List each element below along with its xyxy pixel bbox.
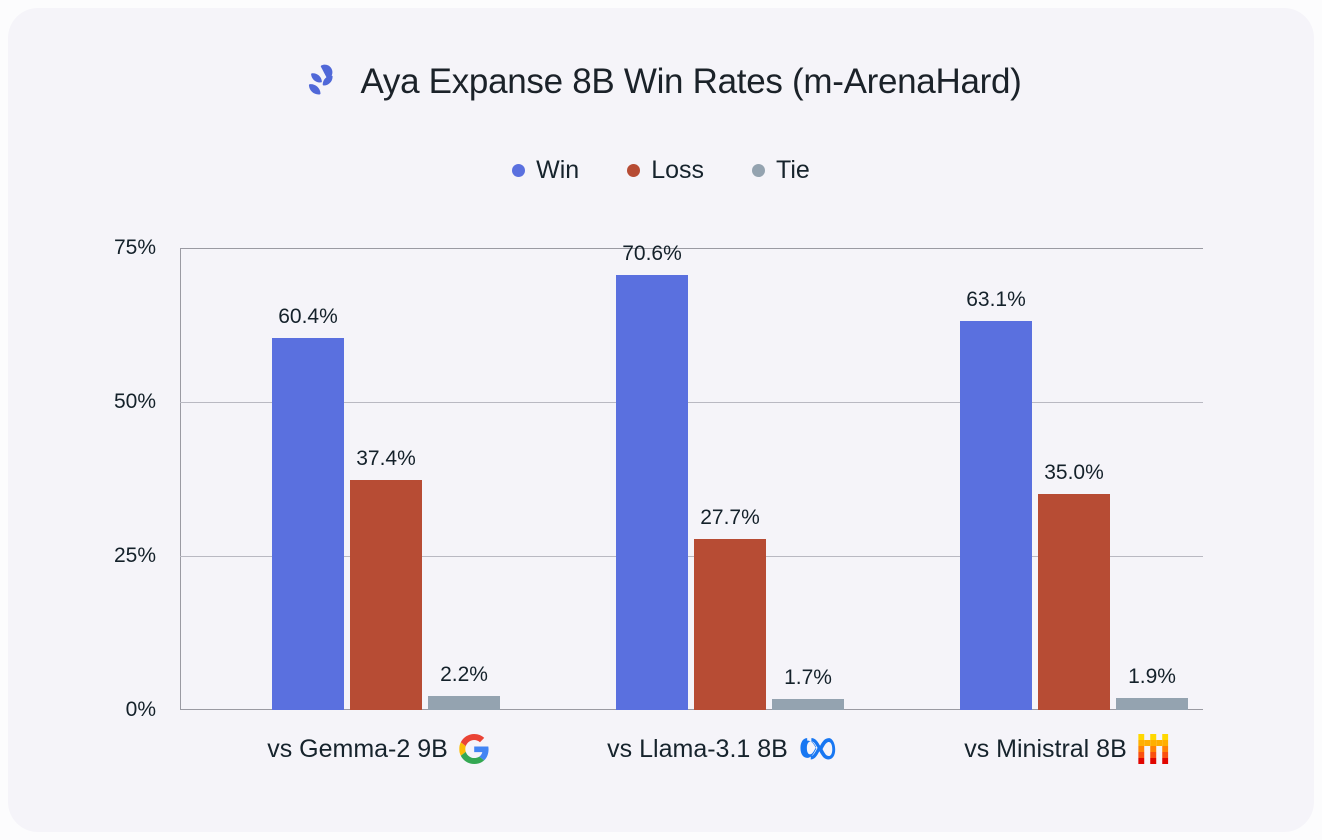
bar-value-gemma-loss: 37.4% bbox=[356, 447, 416, 470]
legend-label-win: Win bbox=[536, 156, 580, 184]
bar-group-ministral: 63.1% 35.0% 1.9% bbox=[942, 248, 1212, 710]
y-tick-25: 25% bbox=[113, 544, 156, 567]
mistral-logo-icon bbox=[1137, 734, 1168, 764]
x-label-gemma: vs Gemma-2 9B bbox=[267, 734, 489, 764]
bar-gemma-loss[interactable]: 37.4% bbox=[350, 447, 422, 710]
legend-dot-loss-icon bbox=[627, 164, 641, 177]
bar-value-ministral-loss: 35.0% bbox=[1044, 461, 1104, 484]
bar-ministral-win[interactable]: 63.1% bbox=[960, 288, 1032, 710]
bar-value-gemma-tie: 2.2% bbox=[440, 663, 488, 686]
page-title: Aya Expanse 8B Win Rates (m-ArenaHard) bbox=[360, 62, 1022, 101]
chart-legend: Win Loss Tie bbox=[8, 156, 1314, 185]
bar-group-gemma: 60.4% 37.4% 2.2% bbox=[254, 248, 524, 710]
gridline-50 bbox=[180, 402, 1203, 403]
x-label-gemma-text: vs Gemma-2 9B bbox=[267, 734, 448, 763]
bar-ministral-tie[interactable]: 1.9% bbox=[1116, 665, 1188, 710]
bar-value-llama-tie: 1.7% bbox=[784, 666, 832, 689]
bar-value-ministral-win: 63.1% bbox=[966, 288, 1026, 311]
bar-value-llama-win: 70.6% bbox=[622, 242, 682, 265]
x-label-ministral: vs Ministral 8B bbox=[964, 734, 1168, 764]
y-tick-75: 75% bbox=[113, 236, 156, 259]
x-label-ministral-text: vs Ministral 8B bbox=[964, 734, 1127, 763]
gridline-25 bbox=[180, 556, 1203, 557]
y-tick-50: 50% bbox=[113, 390, 156, 413]
google-logo-icon bbox=[458, 734, 489, 764]
legend-item-win[interactable]: Win bbox=[512, 156, 579, 185]
chart-header: Aya Expanse 8B Win Rates (m-ArenaHard) bbox=[8, 60, 1314, 104]
aya-leaf-logo-icon bbox=[309, 64, 334, 95]
y-tick-0: 0% bbox=[125, 698, 156, 721]
x-label-llama-text: vs Llama-3.1 8B bbox=[607, 734, 788, 763]
chart-card: Aya Expanse 8B Win Rates (m-ArenaHard) W… bbox=[8, 8, 1314, 832]
legend-item-tie[interactable]: Tie bbox=[752, 156, 810, 185]
bar-value-gemma-win: 60.4% bbox=[278, 305, 338, 328]
y-axis: 75% 50% 25% 0% bbox=[8, 236, 168, 721]
gridline-0 bbox=[180, 709, 1203, 710]
bar-value-ministral-tie: 1.9% bbox=[1128, 665, 1176, 688]
bar-group-llama: 70.6% 27.7% 1.7% bbox=[598, 242, 868, 710]
x-label-llama: vs Llama-3.1 8B bbox=[607, 734, 837, 764]
bar-llama-tie[interactable]: 1.7% bbox=[772, 666, 844, 710]
bar-gemma-tie[interactable]: 2.2% bbox=[428, 663, 500, 710]
legend-item-loss[interactable]: Loss bbox=[627, 156, 704, 185]
legend-label-tie: Tie bbox=[776, 156, 810, 184]
plot-area: 60.4% 37.4% 2.2% 70.6% 27.7% 1.7% 63 bbox=[180, 242, 1203, 710]
bar-value-llama-loss: 27.7% bbox=[700, 506, 760, 529]
x-axis: vs Gemma-2 9B vs Llama-3.1 8B vs Ministr… bbox=[180, 734, 1203, 778]
bar-gemma-win[interactable]: 60.4% bbox=[272, 305, 344, 710]
bar-llama-win[interactable]: 70.6% bbox=[616, 242, 688, 710]
legend-label-loss: Loss bbox=[651, 156, 705, 184]
legend-dot-tie-icon bbox=[752, 164, 766, 177]
y-axis-line bbox=[180, 248, 181, 710]
bar-ministral-loss[interactable]: 35.0% bbox=[1038, 461, 1110, 710]
meta-logo-icon bbox=[800, 738, 835, 760]
gridline-75 bbox=[180, 248, 1203, 249]
legend-dot-win-icon bbox=[512, 164, 526, 177]
bar-llama-loss[interactable]: 27.7% bbox=[694, 506, 766, 710]
